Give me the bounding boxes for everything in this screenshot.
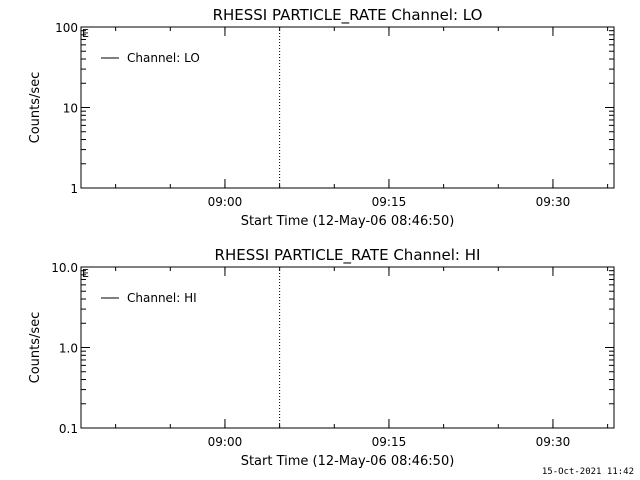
event-marker-label: E [82,27,89,40]
y-tick-label: 0.1 [59,422,78,436]
y-axis-label: Counts/sec [28,312,43,384]
x-tick-label: 09:15 [372,435,407,449]
chart-panel-2: RHESSI PARTICLE_RATE Channel: HI Start Ti… [28,246,615,469]
y-axis-label: Counts/sec [28,72,43,144]
x-tick-label: 09:00 [208,195,243,209]
y-tick-label: 1.0 [59,342,78,356]
chart-title: RHESSI PARTICLE_RATE Channel: LO [213,6,483,25]
x-axis-label: Start Time (12-May-06 08:46:50) [241,214,455,229]
y-tick-label: 1 [70,182,78,196]
x-tick-label: 09:15 [372,195,407,209]
footer-timestamp: 15-Oct-2021 11:42 [541,467,634,477]
y-tick-label: 100 [55,21,78,35]
x-tick-label: 09:30 [536,195,571,209]
x-axis-label: Start Time (12-May-06 08:46:50) [241,454,455,469]
legend-label: Channel: HI [127,291,197,305]
y-tick-label: 10 [63,102,78,116]
chart-title: RHESSI PARTICLE_RATE Channel: HI [215,246,481,265]
y-tick-label: 10.0 [51,261,78,275]
x-tick-label: 09:00 [208,435,243,449]
x-tick-label: 09:30 [536,435,571,449]
chart-panel-1: RHESSI PARTICLE_RATE Channel: LO Start Ti… [28,6,615,229]
event-marker-label: E [82,267,89,280]
legend-label: Channel: LO [127,51,200,65]
